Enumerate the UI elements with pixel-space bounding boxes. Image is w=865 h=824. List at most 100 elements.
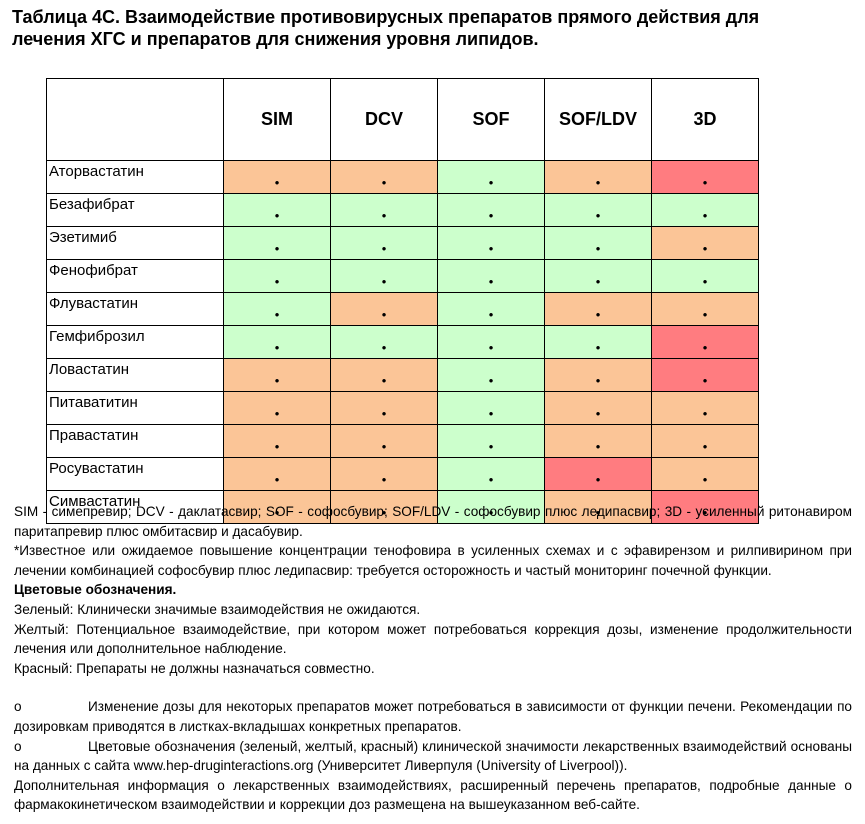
interaction-cell: • [223,391,331,425]
interaction-cell: • [651,325,759,359]
interaction-cell: • [330,193,438,227]
column-header: SIM [223,78,331,161]
interaction-cell: • [223,259,331,293]
interaction-cell: • [330,325,438,359]
note: *Известное или ожидаемое повышение конце… [14,543,852,578]
row-name: Симвастатин [46,490,224,524]
title: Таблица 4С. Взаимодействие противовирусн… [12,6,857,50]
interaction-cell: • [544,259,652,293]
table-row: Питаватитин • • • • • [46,391,759,425]
table-row: Ловастатин • • • • • [46,358,759,392]
column-header: SOF [437,78,545,161]
interaction-cell: • [223,490,331,524]
interaction-cell: • [437,259,545,293]
column-header: DCV [330,78,438,161]
row-name: Фенофибрат [46,259,224,293]
interaction-cell: • [223,160,331,194]
list-marker: o [14,738,22,754]
header-row: SIM DCV SOF SOF/LDV 3D [46,78,759,161]
interaction-cell: • [651,391,759,425]
interaction-cell: • [437,226,545,260]
interaction-cell: • [330,292,438,326]
column-header: SOF/LDV [544,78,652,161]
title-line: Таблица 4С. Взаимодействие противовирусн… [12,7,760,27]
interaction-cell: • [330,391,438,425]
table-row: Росувастатин • • • • • [46,457,759,491]
interaction-cell: • [544,490,652,524]
column-header: 3D [651,78,759,161]
closing-note: Дополнительная информация о лекарственны… [14,777,852,813]
note: SIM - симепревир; DCV - даклатасвир; SOF… [14,504,852,539]
legend-entry: Зеленый: Клинически значимые взаимодейст… [14,601,421,617]
interaction-cell: • [330,490,438,524]
interaction-cell: • [223,325,331,359]
interaction-cell: • [651,424,759,458]
list-marker: o [14,699,22,715]
interaction-cell: • [330,457,438,491]
interaction-cell: • [544,292,652,326]
table-row: Эзетимиб • • • • • [46,226,759,260]
table-row: Симвастатин • • • • • [46,490,759,524]
row-name: Росувастатин [46,457,224,491]
interaction-cell: • [437,193,545,227]
interaction-cell: • [544,325,652,359]
interaction-cell: • [651,259,759,293]
interaction-cell: • [651,292,759,326]
legend-heading: Цветовые обозначения. [14,582,177,598]
interaction-cell: • [437,292,545,326]
list-text: Изменение дозы для некоторых препаратов … [14,699,852,734]
legend-entry: Желтый: Потенциальное взаимодействие, пр… [14,621,852,657]
interaction-cell: • [544,160,652,194]
interaction-cell: • [544,424,652,458]
interaction-cell: • [330,226,438,260]
corner-cell [46,78,224,161]
table-row: Правастатин • • • • • [46,424,759,458]
interaction-cell: • [223,292,331,326]
interaction-cell: • [544,358,652,392]
title-line: лечения ХГС и препаратов для снижения ур… [12,29,539,49]
list-item: o Изменение дозы для некоторых препаратов… [14,697,852,736]
row-name: Флувастатин [46,292,224,326]
interaction-cell: • [651,457,759,491]
row-name: Гемфиброзил [46,325,224,359]
interaction-cell: • [544,457,652,491]
row-name: Правастатин [46,424,224,458]
interaction-table: SIM DCV SOF SOF/LDV 3D Аторвастатин • • • • • Безаф… [46,78,759,524]
interaction-cell: • [330,424,438,458]
spacer [14,678,852,697]
table-row: Фенофибрат • • • • • [46,259,759,293]
list-text: Цветовые обозначения (зеленый, желтый, к… [14,738,852,774]
row-name: Аторвастатин [46,160,224,194]
legend-entry: Красный: Препараты не должны назначаться… [14,660,375,676]
interaction-cell: • [437,490,545,524]
interaction-cell: • [651,193,759,227]
interaction-cell: • [544,193,652,227]
interaction-cell: • [223,457,331,491]
interaction-cell: • [223,193,331,227]
interaction-cell: • [437,358,545,392]
row-name: Эзетимиб [46,226,224,260]
interaction-cell: • [437,391,545,425]
interaction-cell: • [330,358,438,392]
table-row: Безафибрат • • • • • [46,193,759,227]
row-name: Ловастатин [46,358,224,392]
table-row: Аторвастатин • • • • • [46,160,759,194]
interaction-cell: • [437,424,545,458]
interaction-cell: • [437,457,545,491]
interaction-cell: • [544,226,652,260]
interaction-cell: • [330,160,438,194]
notes: SIM - симепревир; DCV - даклатасвир; SOF… [14,502,852,815]
interaction-cell: • [437,325,545,359]
interaction-cell: • [437,160,545,194]
interaction-cell: • [544,391,652,425]
table-row: Гемфиброзил • • • • • [46,325,759,359]
interaction-cell: • [223,358,331,392]
interaction-cell: • [223,226,331,260]
interaction-cell: • [223,424,331,458]
table-row: Флувастатин • • • • • [46,292,759,326]
list-item: o Цветовые обозначения (зеленый, желтый, … [14,737,852,776]
interaction-cell: • [651,160,759,194]
interaction-cell: • [330,259,438,293]
row-name: Питаватитин [46,391,224,425]
